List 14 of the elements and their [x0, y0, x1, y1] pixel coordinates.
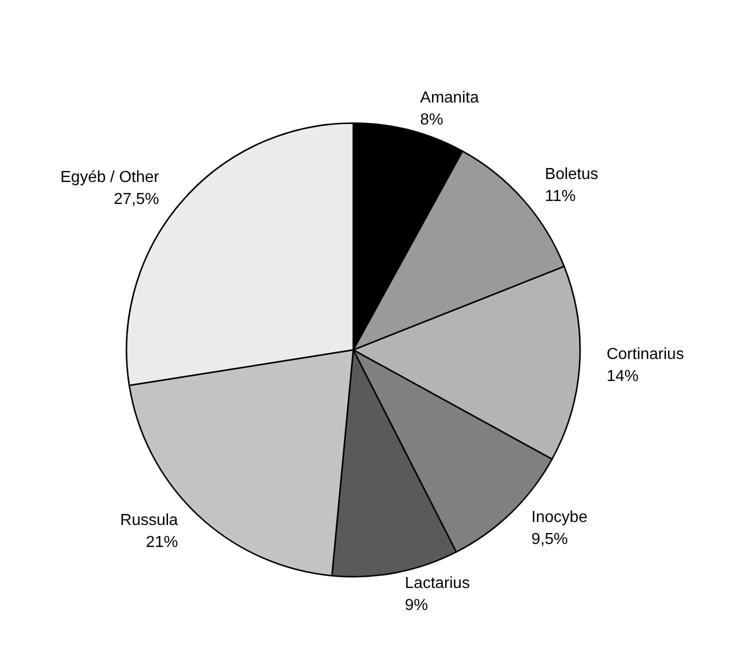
data-label: 8%	[420, 111, 444, 128]
slice-label: Russula	[120, 512, 178, 529]
slice-label: Inocybe	[531, 509, 588, 526]
data-label: 9,5%	[531, 531, 568, 548]
data-label: 21%	[146, 534, 178, 551]
data-label: 14%	[606, 368, 639, 386]
data-label: 27,5%	[114, 190, 160, 208]
data-label: 11%	[544, 188, 576, 205]
data-label: 9%	[404, 596, 428, 614]
slice-label: Boletus	[544, 166, 598, 183]
slice-label: Cortinarius	[606, 346, 684, 364]
slice-label: Egyéb / Other	[60, 168, 160, 186]
slice-label: Lactarius	[404, 574, 470, 592]
slice-label: Amanita	[420, 89, 479, 106]
